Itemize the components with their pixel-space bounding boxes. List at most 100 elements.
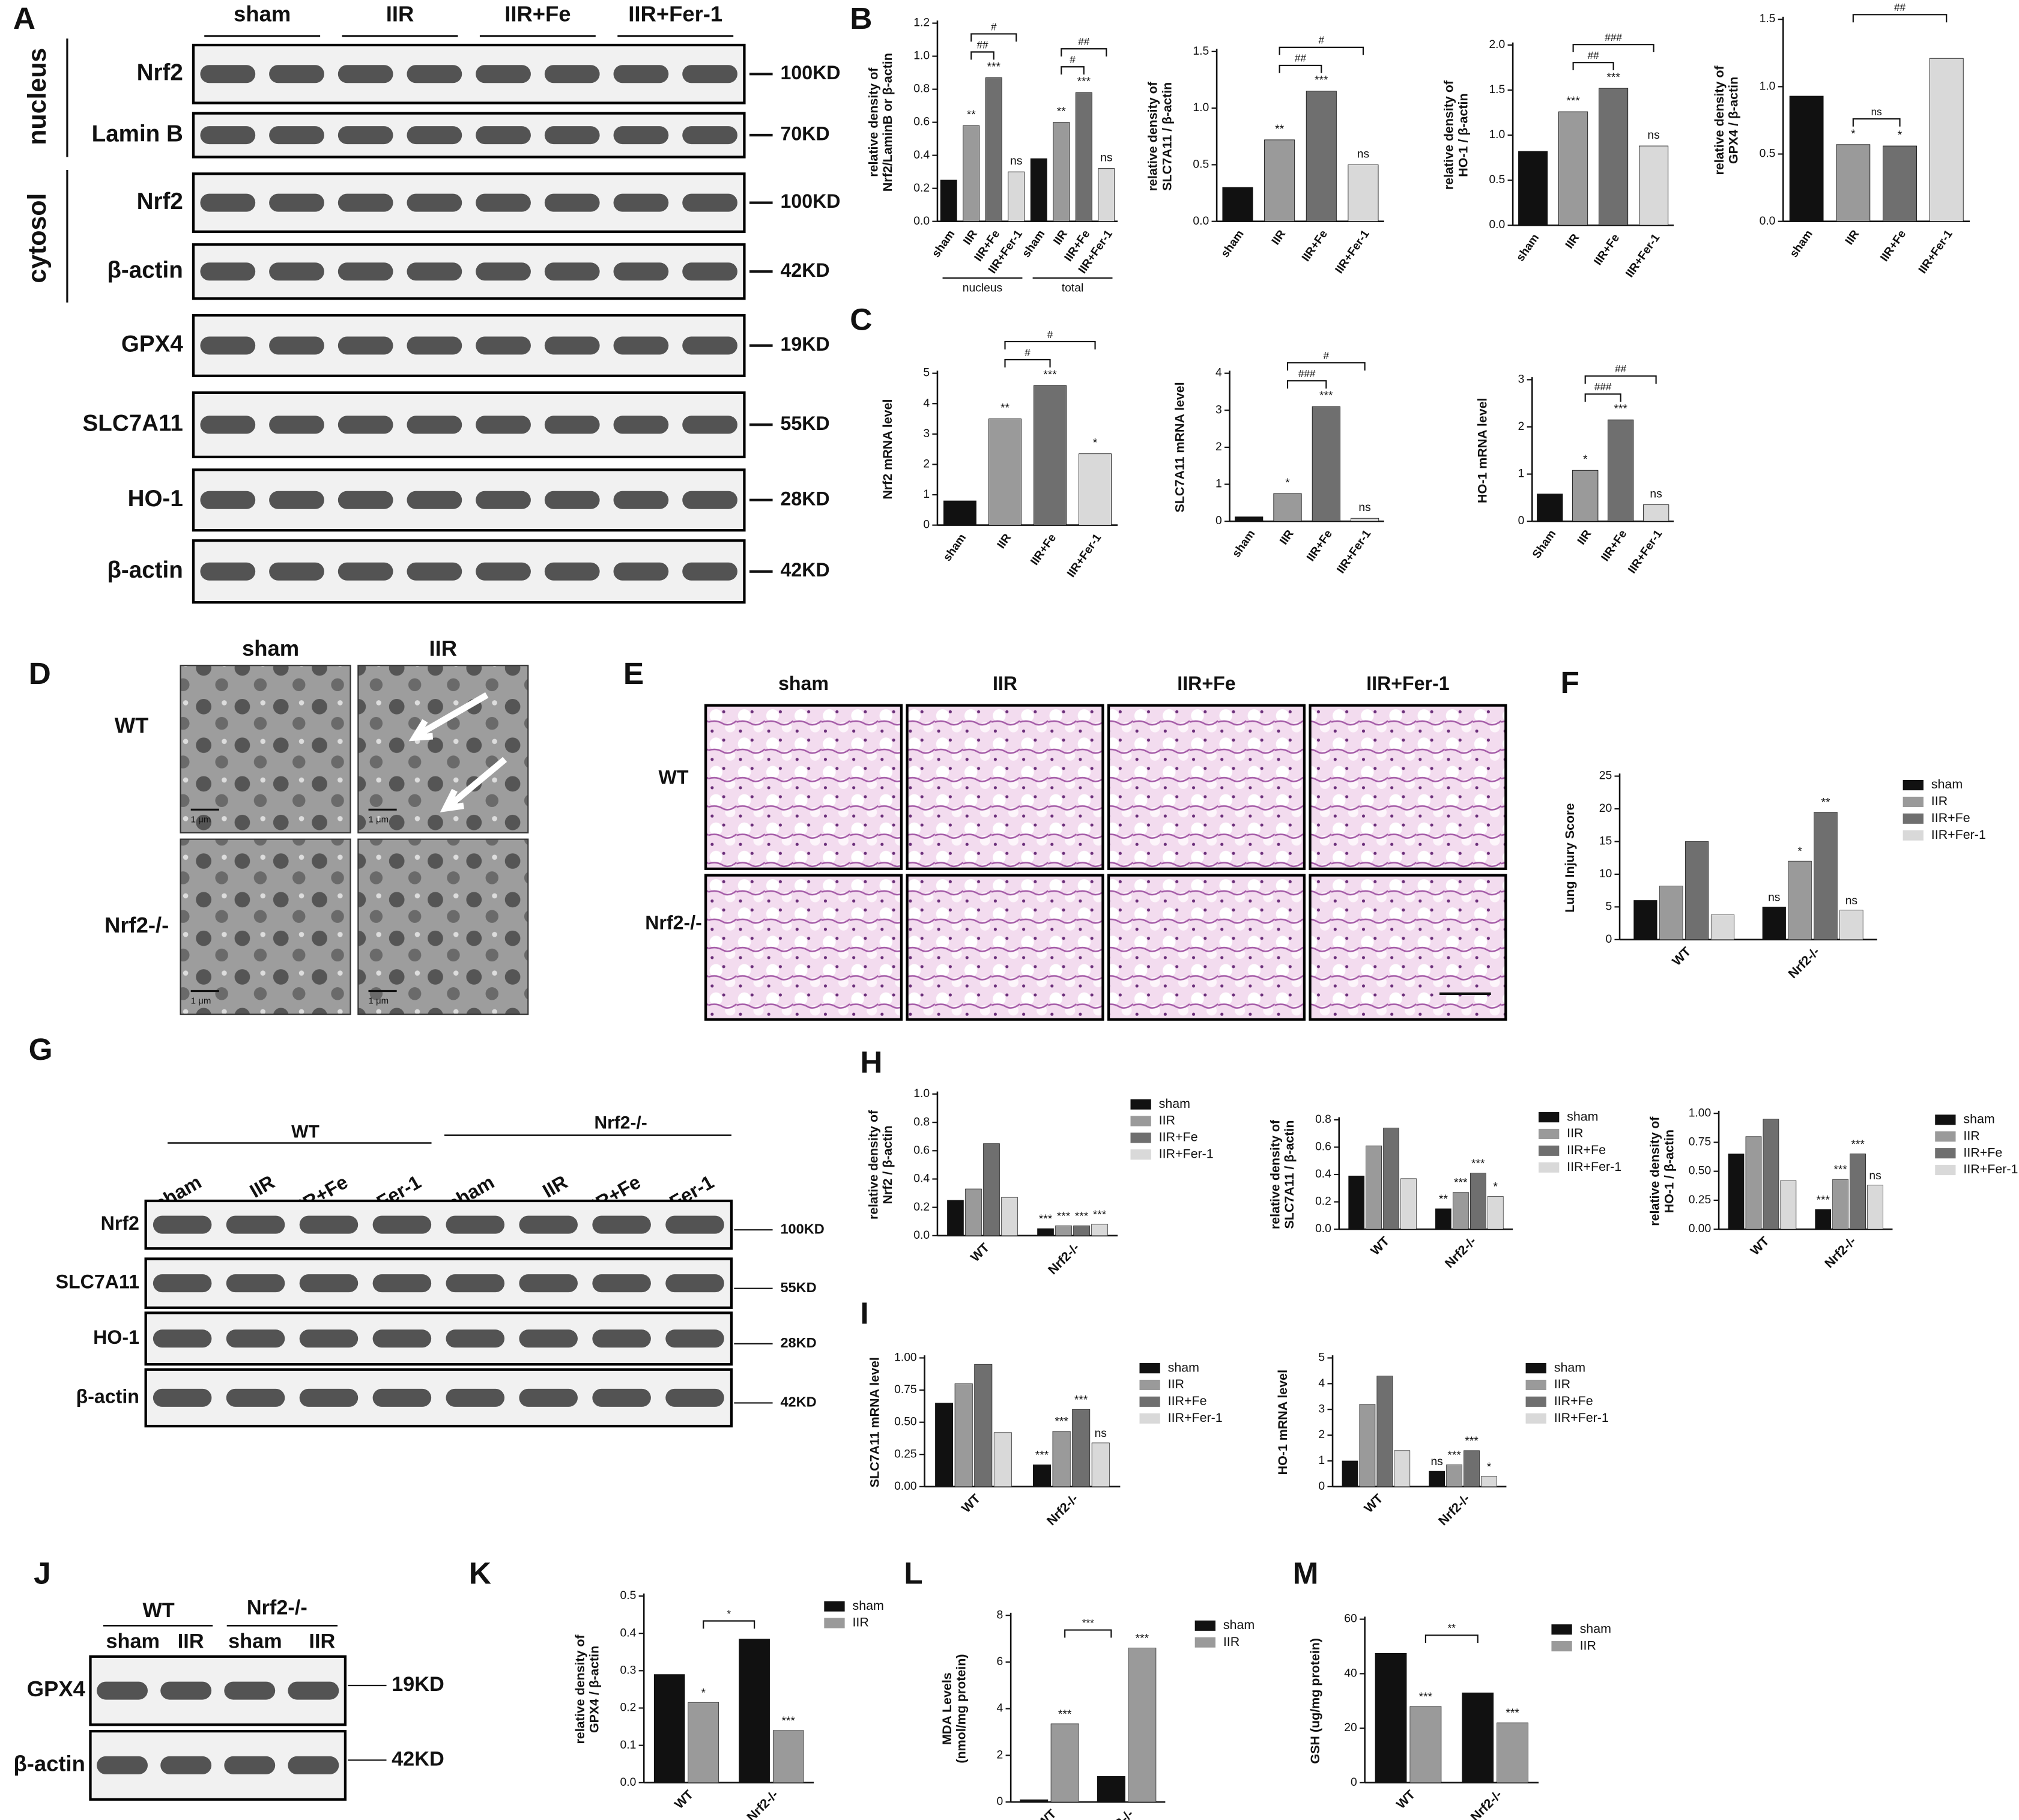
blot-band [544, 416, 600, 434]
y-tick-label: 0 [1518, 515, 1525, 527]
bracket-label: # [991, 20, 997, 32]
legend-label: IIR+Fer-1 [1931, 827, 1986, 842]
bracket-label: *** [1082, 1616, 1094, 1628]
bracket [1064, 1629, 1112, 1638]
y-axis-label: Nrf2 / β-actin [880, 1125, 895, 1204]
legend-swatch [1525, 1363, 1546, 1374]
y-tick-label: 0.2 [620, 1702, 637, 1714]
y-tick-label: 1.0 [1760, 80, 1776, 92]
legend-label: sham [1580, 1621, 1611, 1636]
blot-band [613, 562, 669, 581]
y-axis-label: SLC7A11 / β-actin [1160, 82, 1174, 191]
bar [1839, 910, 1863, 940]
bar [1072, 1409, 1091, 1487]
y-axis-label: HO-1 mRNA level [1276, 1370, 1290, 1475]
group-label: WT [291, 1122, 319, 1141]
row-label: SLC7A11 [83, 411, 183, 437]
x-tick-label: sham [941, 531, 969, 563]
blot-band [160, 1681, 212, 1700]
legend-swatch [1902, 830, 1924, 841]
legend-swatch [1194, 1620, 1215, 1631]
significance-label: ** [1439, 1193, 1448, 1206]
blot-band [613, 336, 669, 355]
significance-label: ns [1845, 895, 1857, 907]
blot-band [682, 562, 737, 581]
bar [1400, 1178, 1417, 1230]
bar [1037, 1228, 1054, 1236]
blot-band [665, 1274, 724, 1293]
bar [1128, 1648, 1157, 1803]
blot-band [407, 562, 462, 581]
significance-label: * [1898, 129, 1902, 142]
panel-letter: I [860, 1295, 868, 1330]
blot-band [613, 65, 669, 83]
legend-swatch [1539, 1145, 1560, 1156]
y-tick-label: 1 [1318, 1454, 1325, 1467]
size-label: 70KD [780, 123, 829, 145]
significance-label: ns [1869, 1170, 1881, 1182]
bar [1008, 171, 1025, 222]
legend-swatch [1130, 1116, 1151, 1126]
arrow [440, 757, 507, 812]
significance-label: ns [1095, 1427, 1107, 1440]
significance-label: *** [1315, 74, 1328, 87]
x-tick-label: IIR+Fer-1 [1626, 528, 1665, 576]
y-axis-label: relative density of [1146, 81, 1160, 191]
histology-image [704, 704, 903, 871]
y-tick-label: 4 [1215, 367, 1222, 379]
y-tick-label: 0.00 [894, 1480, 917, 1493]
bar [1001, 1197, 1018, 1236]
column-label: IIR+Fer-1 [1366, 673, 1449, 694]
legend-swatch [1194, 1637, 1215, 1648]
size-label: 19KD [780, 333, 829, 355]
blot-band [226, 1215, 285, 1234]
significance-label: *** [1035, 1449, 1049, 1462]
group-label: total [1062, 282, 1083, 294]
x-tick-label: IIR+Fe [1878, 228, 1909, 264]
blot-band [592, 1274, 651, 1293]
bar [1639, 145, 1669, 226]
legend-swatch [1539, 1162, 1560, 1173]
y-tick-label: 0.6 [913, 116, 930, 128]
bar [1762, 907, 1786, 940]
blot-band [269, 562, 324, 581]
bar [1867, 1185, 1883, 1230]
bar [653, 1674, 685, 1783]
significance-label: ns [1647, 129, 1659, 142]
blot-band [544, 562, 600, 581]
bracket-label: ## [976, 38, 988, 50]
blot-band [97, 1756, 148, 1774]
blot-band [299, 1329, 359, 1348]
legend-label: sham [1554, 1360, 1585, 1374]
bar [1659, 886, 1683, 940]
bracket-label: * [727, 1607, 731, 1619]
blot-band [407, 262, 462, 281]
y-tick-label: 0.75 [1689, 1136, 1712, 1149]
y-axis-label: relative density of [573, 1634, 587, 1744]
y-tick-label: 0.4 [913, 149, 930, 162]
bracket [1424, 1634, 1479, 1643]
bar [1348, 1175, 1365, 1230]
blot-band [407, 126, 462, 145]
bar [1020, 1799, 1049, 1803]
blot-band [226, 1329, 285, 1348]
x-tick-label: Nrf2-/- [744, 1788, 781, 1820]
blot-band [665, 1329, 724, 1348]
legend-label: IIR+Fer-1 [1963, 1162, 2018, 1176]
y-tick-label: 0.4 [620, 1627, 637, 1639]
legend-label: IIR [1159, 1113, 1175, 1128]
compartment-label: cytosol [23, 193, 52, 283]
blot-band [446, 1329, 505, 1348]
bar [935, 1403, 954, 1487]
significance-label: ** [1821, 797, 1831, 809]
bar [1497, 1722, 1528, 1783]
bracket-label: # [1070, 53, 1076, 65]
row-label: GPX4 [121, 331, 183, 357]
blot-band [269, 416, 324, 434]
bar [1745, 1136, 1762, 1230]
y-axis-label: Nrf2/LaminB or β-actin [880, 53, 895, 192]
y-tick-label: 0 [1605, 933, 1612, 946]
bracket-label: ## [1588, 49, 1600, 61]
y-tick-label: 10 [1599, 868, 1612, 880]
legend-swatch [1551, 1641, 1572, 1652]
